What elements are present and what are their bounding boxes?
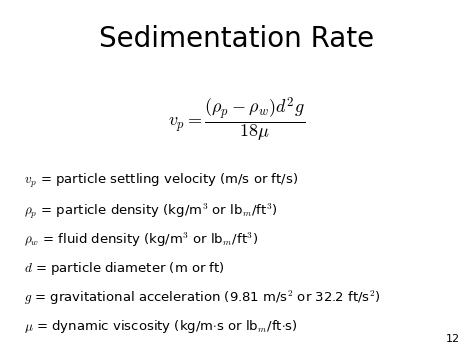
Text: $d$ = particle diameter (m or ft): $d$ = particle diameter (m or ft) (24, 260, 225, 277)
Text: 12: 12 (446, 334, 460, 344)
Text: $\rho_w$ = fluid density (kg/m$^3$ or lb$_m$/ft$^3$): $\rho_w$ = fluid density (kg/m$^3$ or lb… (24, 230, 258, 249)
Text: $\mu$ = dynamic viscosity (kg/m$\cdot$s or lb$_m$/ft$\cdot$s): $\mu$ = dynamic viscosity (kg/m$\cdot$s … (24, 318, 297, 335)
Text: $\rho_p$ = particle density (kg/m$^3$ or lb$_m$/ft$^3$): $\rho_p$ = particle density (kg/m$^3$ or… (24, 201, 277, 221)
Text: Sedimentation Rate: Sedimentation Rate (100, 25, 374, 53)
Text: $g$ = gravitational acceleration (9.81 m/s$^2$ or 32.2 ft/s$^2$): $g$ = gravitational acceleration (9.81 m… (24, 289, 381, 307)
Text: $v_p = \dfrac{(\rho_p - \rho_w)d^2g}{18\mu}$: $v_p = \dfrac{(\rho_p - \rho_w)d^2g}{18\… (168, 96, 306, 144)
Text: $v_p$ = particle settling velocity (m/s or ft/s): $v_p$ = particle settling velocity (m/s … (24, 172, 298, 190)
